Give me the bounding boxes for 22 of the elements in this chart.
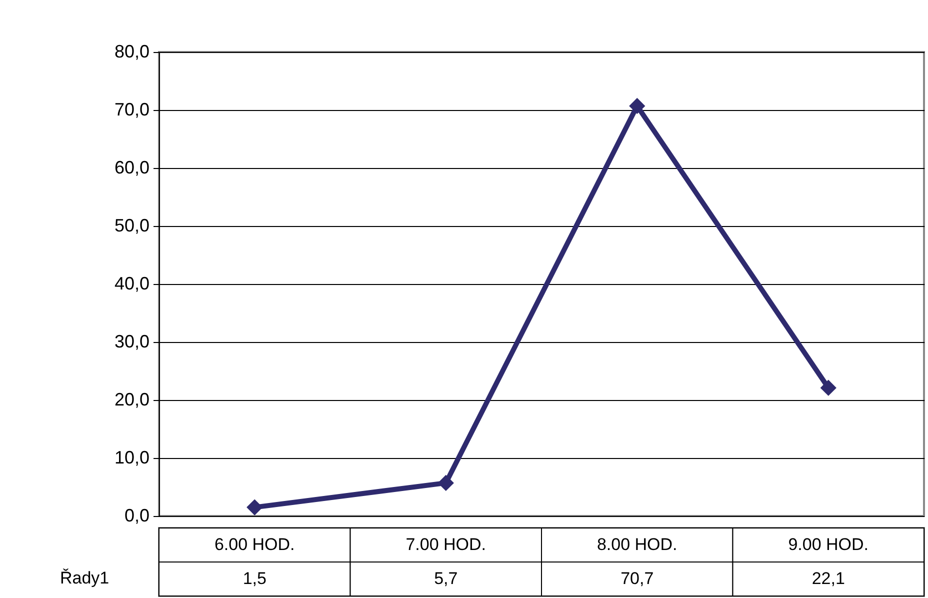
- data-label: 1,5: [242, 569, 266, 588]
- y-tick-label: 70,0: [114, 100, 150, 120]
- y-tick-label: 0,0: [124, 506, 150, 526]
- data-label: 22,1: [812, 569, 845, 588]
- point: [820, 380, 836, 396]
- x-tick-label: 8.00 HOD.: [596, 535, 678, 554]
- x-tick-label: 9.00 HOD.: [788, 535, 869, 554]
- y-tick-label: 20,0: [114, 390, 150, 410]
- point: [438, 474, 454, 491]
- y-tick-label: 30,0: [114, 332, 150, 352]
- data-label: 5,7: [434, 569, 458, 588]
- text: Řady1: [60, 568, 110, 588]
- y-tick-label: 10,0: [114, 448, 150, 468]
- x-tick-label: 6.00 HOD.: [214, 535, 295, 554]
- y-tick-label: 50,0: [114, 216, 150, 236]
- point: [246, 499, 263, 516]
- data-label: 70,7: [620, 569, 654, 588]
- point: [629, 98, 646, 114]
- y-tick-label: 60,0: [114, 158, 150, 178]
- y-tick-label: 40,0: [114, 274, 150, 294]
- y-tick-label: 80,0: [114, 42, 150, 62]
- x-tick-label: 7.00 HOD.: [406, 535, 486, 554]
